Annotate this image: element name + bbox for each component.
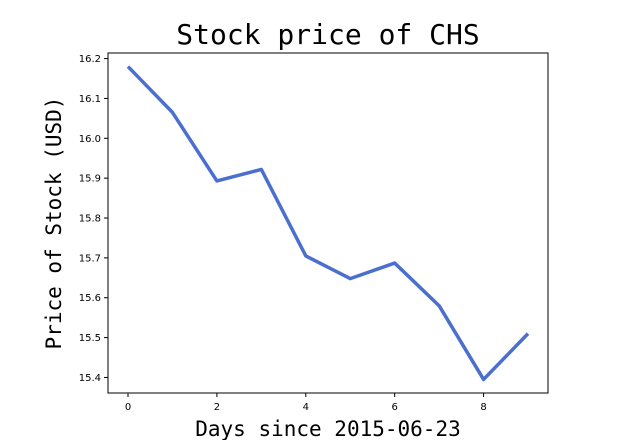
x-axis-label: Days since 2015-06-23	[195, 417, 461, 440]
chart-title: Stock price of CHS	[176, 18, 479, 51]
y-axis: 15.4 15.5 15.6 15.7 15.8 15.9 16.0 16.1 16.2	[79, 54, 108, 384]
x-tick-label: 4	[303, 402, 309, 413]
x-tick-label: 8	[480, 402, 486, 413]
x-axis: 0 2 4 6 8	[125, 393, 487, 413]
price-series-line	[126, 65, 530, 382]
y-tick-label: 15.4	[79, 373, 101, 384]
y-tick-label: 16.0	[79, 134, 101, 145]
x-tick-label: 6	[391, 402, 397, 413]
y-tick-label: 15.8	[79, 214, 101, 225]
y-tick-label: 16.2	[79, 54, 101, 65]
x-tick-label: 2	[214, 402, 220, 413]
y-tick-label: 15.9	[79, 174, 101, 185]
y-tick-label: 15.7	[79, 253, 101, 264]
y-tick-label: 16.1	[79, 94, 101, 105]
y-tick-label: 15.6	[79, 293, 101, 304]
x-tick-label: 0	[125, 402, 131, 413]
y-tick-label: 15.5	[79, 333, 101, 344]
plot-area-frame	[107, 52, 549, 394]
y-axis-label: Price of Stock (USD)	[42, 97, 66, 350]
